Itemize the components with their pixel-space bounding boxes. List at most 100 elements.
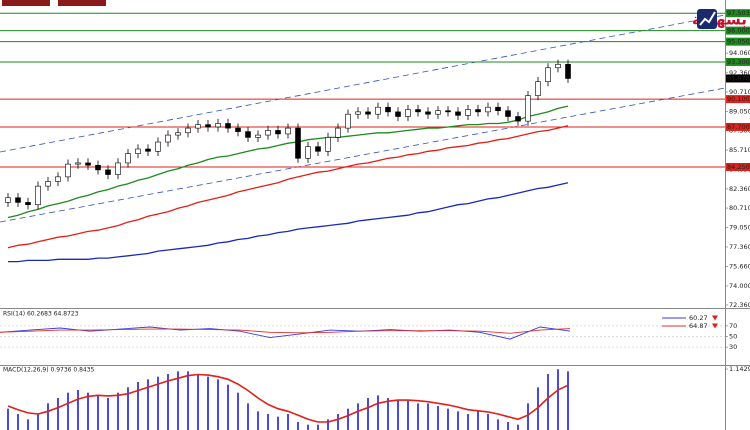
macd-bar	[357, 403, 359, 430]
macd-bar	[387, 398, 389, 430]
macd-bar	[217, 379, 219, 430]
candle-body	[385, 106, 391, 113]
macd-bar	[257, 411, 259, 430]
level-label: 95.050	[727, 38, 750, 46]
y-tick-label: 85.710	[729, 146, 750, 154]
top-tab	[2, 0, 50, 6]
candle-body	[445, 110, 451, 113]
candle-body	[555, 63, 561, 69]
macd-bar	[497, 419, 499, 430]
candle-body	[35, 185, 41, 206]
macd-bar	[127, 387, 129, 430]
candle-body	[345, 113, 351, 129]
candle-body	[45, 181, 51, 187]
macd-bar	[297, 422, 299, 430]
macd-bar	[397, 400, 399, 430]
candle-body	[505, 110, 511, 117]
candle-body	[85, 162, 91, 166]
candle-body	[235, 127, 241, 132]
y-tick-label: 94.060	[729, 49, 750, 57]
signal-line	[7, 373, 569, 423]
level-label: 87.700	[727, 123, 750, 131]
y-tick-label: 50	[729, 333, 737, 341]
candle-body	[355, 111, 361, 115]
macd-bar	[267, 414, 269, 430]
candle-body	[295, 127, 301, 159]
candle-body	[205, 124, 211, 128]
candle-body	[225, 123, 231, 129]
macd-bar	[567, 371, 569, 430]
y-tick-label: 77.360	[729, 243, 750, 251]
current-price-box	[726, 74, 750, 83]
moving-average	[7, 125, 569, 249]
channel-line	[0, 87, 726, 223]
channel-line	[0, 14, 726, 153]
candle-body	[475, 109, 481, 113]
macd-bar	[77, 390, 79, 430]
candle-body	[425, 111, 431, 115]
macd-bar	[147, 379, 149, 430]
candle-body	[565, 63, 571, 79]
y-tick-label: 89.050	[729, 107, 750, 115]
candle-body	[525, 95, 531, 122]
candle-body	[415, 109, 421, 113]
candle-body	[255, 134, 261, 138]
candle-body	[285, 127, 291, 135]
legend-value: 64.87	[689, 322, 708, 330]
candle-body	[395, 111, 401, 117]
legend-value: 60.27	[689, 314, 708, 322]
y-tick-label: 79.050	[729, 223, 750, 231]
candle-body	[175, 132, 181, 136]
candle-body	[275, 130, 281, 135]
macd-bar	[367, 398, 369, 430]
candle-body	[455, 111, 461, 116]
candle-body	[125, 153, 131, 164]
y-tick-label: 80.710	[729, 204, 750, 212]
candle-body	[515, 116, 521, 122]
candle-body	[185, 127, 191, 134]
level-label: 90.100	[727, 95, 750, 103]
candle-body	[145, 148, 151, 152]
candle-body	[365, 111, 371, 115]
y-tick-label: 82.360	[729, 185, 750, 193]
level-label-box	[726, 95, 750, 104]
macd-title: MACD(12,26,9) 0.9736 0.8435	[3, 367, 95, 374]
macd-bar	[167, 374, 169, 430]
candle-body	[75, 162, 81, 165]
macd-bar	[537, 387, 539, 430]
logo: التداول بسهولة	[692, 9, 750, 29]
level-label-box	[726, 37, 750, 46]
price-panel: 94.06092.36090.71089.05087.38085.71084.0…	[0, 9, 750, 309]
logo-icon-arrow	[699, 11, 716, 26]
candle-body	[165, 134, 171, 143]
macd-bar	[37, 414, 39, 430]
macd-bar	[407, 400, 409, 430]
macd-bar	[347, 408, 349, 430]
candle-body	[375, 106, 381, 115]
macd-bar	[197, 374, 199, 430]
legend-arrow	[712, 315, 718, 321]
y-tick-label: 72.360	[729, 301, 750, 309]
level-label: 97.503	[727, 9, 750, 17]
candle-body	[215, 123, 221, 128]
candle-body	[545, 67, 551, 82]
macd-bar	[477, 411, 479, 430]
macd-bar	[487, 414, 489, 430]
top-tab	[58, 0, 106, 6]
macd-bar	[237, 392, 239, 430]
macd-bar	[317, 424, 319, 430]
level-label-box	[726, 9, 750, 18]
y-tick-label: 90.710	[729, 88, 750, 96]
macd-bar	[557, 369, 559, 430]
macd-bar	[177, 371, 179, 430]
candle-body	[5, 197, 11, 203]
candle-body	[115, 162, 121, 175]
level-label-box	[726, 26, 750, 35]
level-label-box	[726, 57, 750, 66]
candle-body	[95, 164, 101, 171]
macd-bar	[337, 414, 339, 430]
macd-bar	[57, 398, 59, 430]
macd-bar	[87, 392, 89, 430]
macd-bar	[527, 403, 529, 430]
